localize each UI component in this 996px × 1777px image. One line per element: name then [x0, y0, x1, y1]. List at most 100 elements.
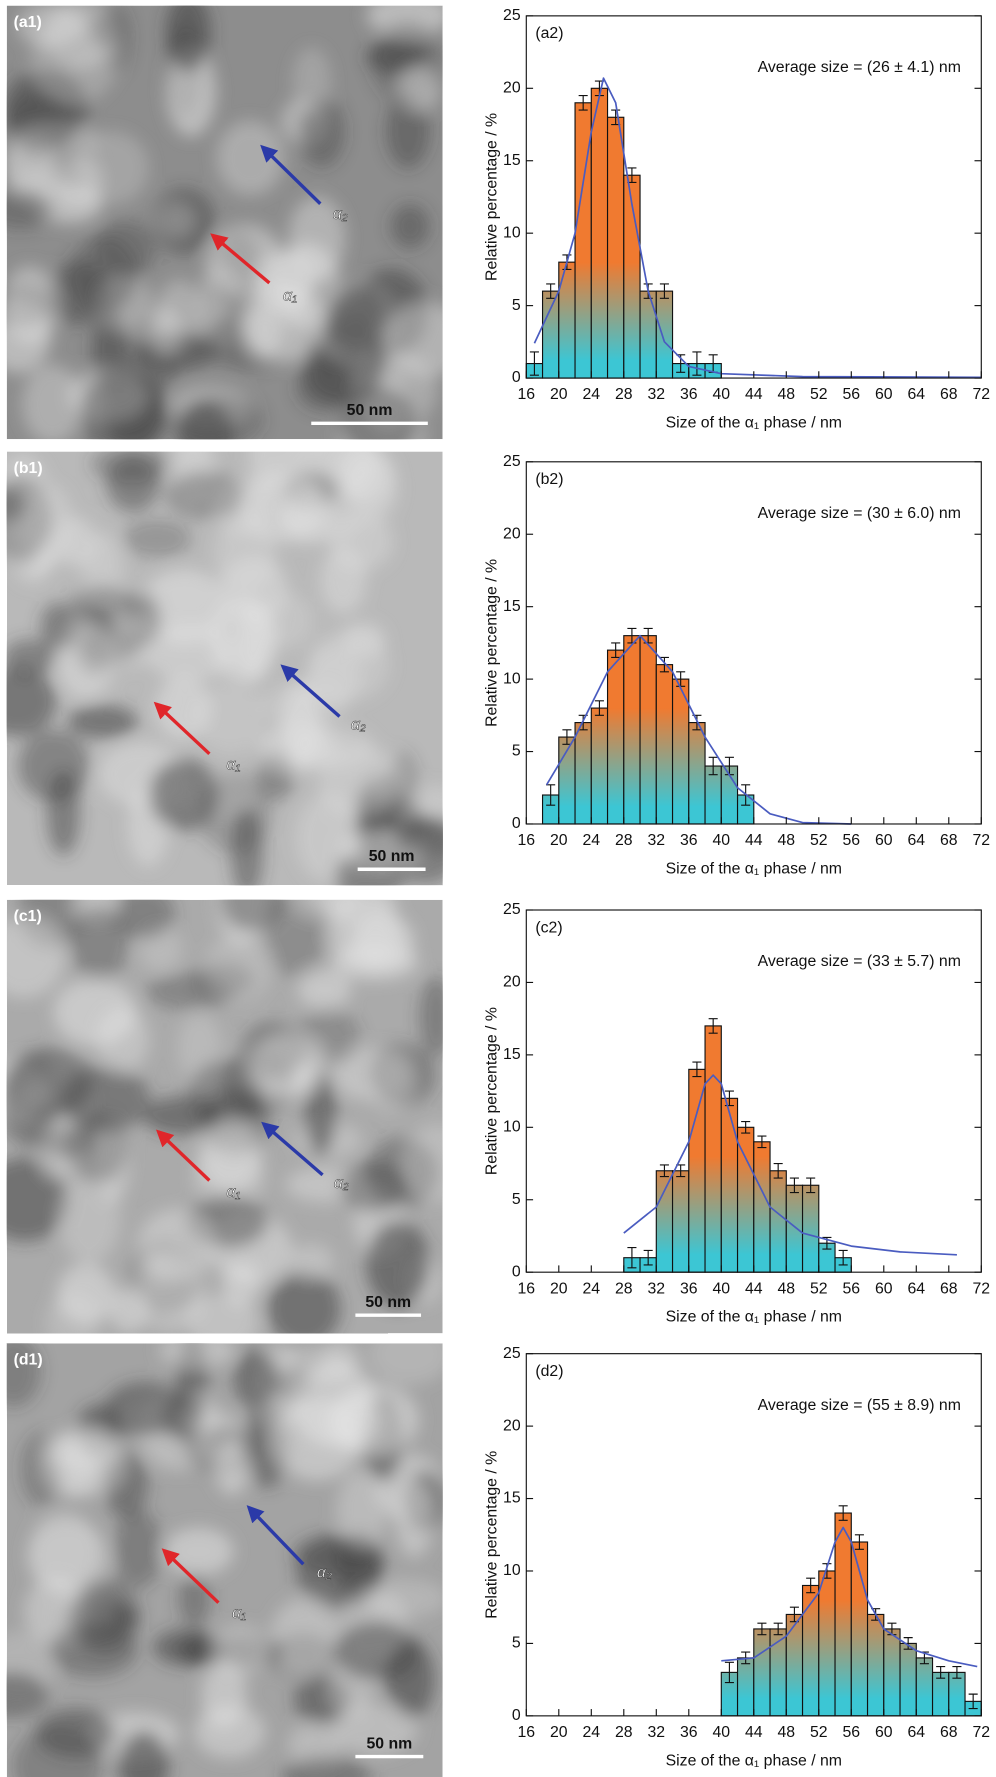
error-bar [659, 1164, 669, 1178]
fit-curve [623, 1074, 957, 1256]
error-bar [643, 1249, 653, 1266]
grain [6, 265, 58, 345]
bar [720, 1097, 739, 1273]
x-tick-label: 60 [875, 1280, 893, 1297]
error-bar [724, 1661, 734, 1684]
error-bar [773, 1162, 783, 1179]
x-tick-label: 20 [550, 386, 568, 403]
grain [198, 1120, 262, 1193]
grain [48, 1623, 139, 1677]
chart-title: (d2) [535, 1363, 563, 1380]
grain [292, 725, 375, 768]
grain [96, 1006, 150, 1073]
arrow-label: α₂ [334, 1175, 349, 1192]
grain [339, 1162, 408, 1213]
grain [289, 1243, 334, 1279]
error-bar [789, 1177, 799, 1194]
grain [366, 1220, 430, 1308]
grain [362, 1578, 443, 1618]
grain [333, 1704, 418, 1756]
bar [753, 1628, 771, 1717]
grain [143, 1096, 220, 1135]
x-tick-label: 40 [712, 386, 730, 403]
grain [104, 1382, 185, 1437]
y-tick-label: 0 [512, 1263, 521, 1280]
grain [6, 1157, 70, 1242]
error-bar [724, 1090, 734, 1107]
grain [209, 1625, 272, 1675]
error-bar [627, 627, 637, 644]
grain [6, 667, 57, 737]
x-tick-label: 64 [907, 832, 925, 849]
x-tick-label: 60 [875, 386, 893, 403]
bar [655, 290, 674, 379]
x-tick-label: 52 [810, 386, 828, 403]
grain [64, 1110, 129, 1185]
grain [56, 1263, 116, 1325]
grain [114, 899, 175, 940]
y-tick-label: 10 [503, 224, 521, 241]
arrow-label: α₁ [232, 1605, 246, 1622]
grain [281, 1755, 372, 1777]
bar [639, 290, 657, 379]
grain [40, 602, 75, 651]
bar [736, 1657, 755, 1717]
y-tick-label: 5 [512, 1191, 521, 1208]
grain [105, 613, 156, 669]
x-tick-label: 36 [680, 1280, 698, 1297]
x-tick-label: 20 [550, 1280, 568, 1297]
bar [785, 1184, 804, 1273]
grain [58, 1173, 121, 1264]
error-bar [838, 1505, 848, 1521]
grain [194, 681, 268, 754]
bar [639, 635, 657, 825]
error-bar [936, 1666, 946, 1679]
arrow-label: α₁ [226, 1184, 240, 1201]
x-tick-label: 72 [972, 1724, 990, 1741]
grain [155, 676, 211, 741]
grain [79, 369, 163, 440]
grain [215, 1439, 249, 1496]
x-tick-label: 68 [940, 1724, 958, 1741]
grain [45, 1430, 117, 1472]
grain [385, 93, 431, 169]
grain [262, 899, 328, 978]
error-bar [708, 1018, 718, 1034]
grain [44, 5, 119, 69]
grain [383, 302, 443, 377]
grain [319, 546, 367, 615]
arrow [161, 1548, 220, 1604]
x-tick-label: 16 [517, 386, 535, 403]
error-bar [659, 283, 669, 299]
grain [234, 1349, 279, 1408]
x-axis-label: Size of the α₁ phase / nm [666, 860, 842, 877]
grain [69, 234, 139, 315]
grain [6, 474, 52, 563]
scale-bar-label: 50 nm [369, 848, 415, 865]
y-axis-label: Relative percentage / % [484, 1451, 501, 1619]
tem-image [6, 451, 443, 886]
tem-image [6, 5, 443, 440]
x-tick-label: 40 [712, 832, 730, 849]
error-bar [594, 700, 604, 716]
grain [288, 1722, 343, 1767]
bar [671, 1170, 690, 1273]
grain [118, 1730, 169, 1777]
grain [159, 1343, 237, 1369]
bar [704, 1025, 722, 1273]
bar [769, 1170, 787, 1273]
y-tick-label: 15 [503, 1046, 521, 1063]
x-tick-label: 44 [745, 1724, 763, 1741]
x-tick-label: 60 [875, 1724, 893, 1741]
grain [17, 729, 90, 802]
grain [204, 933, 272, 1003]
bar [931, 1671, 950, 1717]
tem-image [6, 899, 443, 1334]
arrow [260, 144, 322, 205]
bar [948, 1671, 966, 1717]
y-tick-label: 20 [503, 974, 521, 991]
error-bar [611, 642, 621, 658]
grain [165, 46, 217, 137]
grain [399, 67, 439, 111]
y-tick-label: 5 [512, 743, 521, 760]
